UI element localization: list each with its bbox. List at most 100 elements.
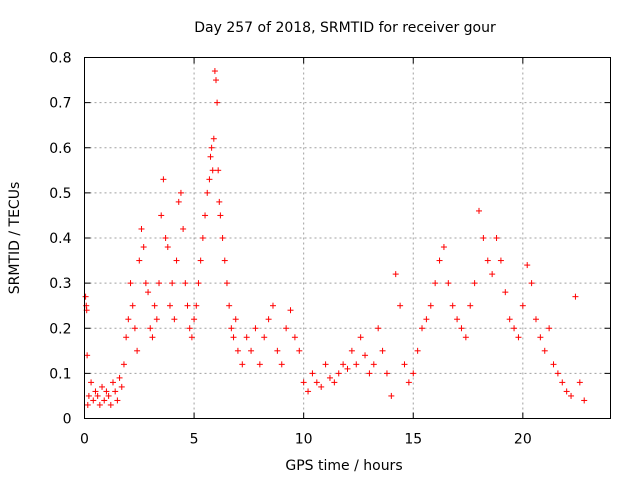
data-point [199,235,206,241]
data-point [195,280,202,287]
data-point [296,347,303,354]
data-point [511,325,518,332]
data-point [335,370,342,377]
data-point [375,325,382,332]
data-point [120,361,127,368]
data-point [186,325,193,332]
point-layer [82,68,588,408]
data-point [256,361,263,368]
data-point [388,392,395,399]
x-tick-layer: 0 5 10 15 20 [80,57,532,448]
data-point [432,280,439,287]
data-point [309,370,316,377]
data-point [136,257,143,264]
x-tick-label: 5 [190,432,199,448]
data-point [232,316,239,323]
data-point [142,280,149,287]
data-point [82,293,89,300]
data-point [554,370,561,377]
data-point [207,153,214,160]
data-point [383,370,390,377]
data-point [214,99,221,106]
grid-layer [84,57,611,419]
y-tick-layer: 0 0.1 0.2 0.3 0.4 0.5 0.6 0.7 0.8 [49,51,611,428]
data-point [211,68,218,75]
data-point [248,347,255,354]
data-point [401,361,408,368]
data-point [497,257,504,264]
data-point [208,144,215,151]
data-point [405,379,412,386]
data-point [239,361,246,368]
data-point [502,289,509,296]
data-point [537,334,544,341]
data-point [147,325,154,332]
data-point [379,347,386,354]
data-point [524,262,531,269]
data-point [506,316,513,323]
data-point [287,307,294,314]
data-point [112,388,119,395]
data-point [370,361,377,368]
data-point [340,361,347,368]
data-point [116,374,123,381]
data-point [107,401,114,408]
data-point [88,379,95,386]
data-point [392,271,399,278]
data-point [173,257,180,264]
data-point [105,392,112,399]
data-point [261,334,268,341]
data-point [140,244,147,251]
data-point [92,388,99,395]
data-point [215,167,222,174]
data-point [202,212,209,219]
data-point [90,397,97,404]
data-point [228,325,235,332]
data-point [480,235,487,241]
data-point [234,347,241,354]
data-point [397,302,404,309]
data-point [274,347,281,354]
data-point [188,334,195,341]
x-tick-label: 20 [514,432,532,448]
data-point [156,280,163,287]
data-point [84,352,91,359]
data-point [123,334,130,341]
data-point [223,280,230,287]
data-point [532,316,539,323]
y-tick-label: 0.7 [49,96,71,112]
data-point [576,379,583,386]
data-point [568,392,575,399]
data-point [138,225,145,232]
data-point [164,244,171,251]
data-point [216,198,223,205]
data-point [160,176,167,183]
data-point [153,316,160,323]
data-point [175,198,182,205]
y-tick-label: 0.4 [49,231,71,247]
y-tick-label: 0.3 [49,276,71,292]
data-point [427,302,434,309]
data-point [436,257,443,264]
data-point [243,334,250,341]
data-point [252,325,259,332]
data-point [493,235,500,241]
data-point [489,271,496,278]
data-point [162,235,169,241]
data-point [219,235,226,241]
y-tick-label: 0.6 [49,141,71,157]
y-tick-label: 0 [63,412,72,428]
data-point [445,280,452,287]
data-point [226,302,233,309]
data-point [559,379,566,386]
data-point [182,280,189,287]
data-point [414,347,421,354]
x-axis-label: GPS time / hours [285,458,402,474]
data-point [528,280,535,287]
x-tick-label: 10 [295,432,313,448]
data-point [149,334,156,341]
data-point [348,347,355,354]
data-point [206,176,213,183]
data-point [410,370,417,377]
data-point [454,316,461,323]
